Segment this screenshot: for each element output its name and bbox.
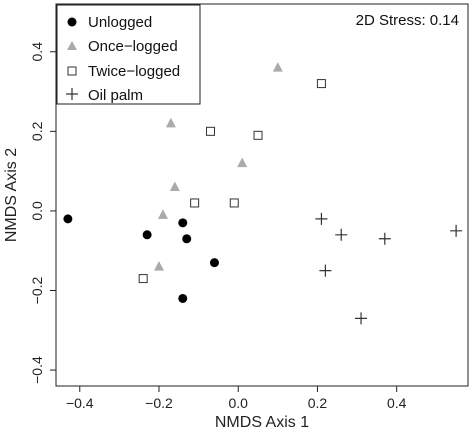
once-logged-point (154, 261, 164, 271)
once-logged-point (272, 62, 283, 72)
oil-palm-point (335, 228, 348, 241)
once-logged-point (157, 209, 168, 219)
legend-label-unlogged: Unlogged (88, 14, 152, 31)
y-axis: −0.4 −0.2 0.0 0.2 0.4 (29, 42, 56, 384)
y-axis-title: NMDS Axis 2 (3, 148, 20, 242)
unlogged-point (142, 230, 152, 240)
legend-label-oil-palm: Oil palm (88, 87, 143, 104)
once-logged-point (237, 157, 248, 168)
twice-logged-point (138, 274, 148, 284)
y-tick-label: 0.4 (29, 42, 45, 62)
legend-marker-unlogged (67, 17, 77, 27)
twice-logged-point (253, 130, 263, 140)
legend-marker-oil-palm (66, 88, 78, 100)
y-tick-label: −0.4 (29, 356, 45, 384)
legend-label-twice-logged: Twice−logged (88, 63, 180, 80)
x-tick-label: 0.4 (387, 395, 407, 411)
unlogged-point (178, 218, 188, 228)
stress-annotation: 2D Stress: 0.14 (356, 12, 459, 29)
y-tick-label: −0.2 (29, 276, 45, 304)
once-logged-point (165, 117, 176, 128)
oil-palm-point (450, 224, 463, 237)
legend-label-once-logged: Once−logged (88, 38, 178, 55)
data-points (63, 62, 463, 325)
plot-frame (55, 3, 469, 387)
x-axis: −0.4 −0.2 0.0 0.2 0.4 (66, 386, 407, 411)
x-tick-label: 0.2 (308, 395, 328, 411)
once-logged-point (169, 181, 180, 192)
y-tick-label: 0.2 (29, 121, 45, 141)
unlogged-point (178, 293, 188, 303)
x-axis-title: NMDS Axis 1 (215, 414, 309, 431)
twice-logged-point (206, 126, 215, 136)
x-tick-label: 0.0 (228, 395, 248, 411)
y-tick-label: 0.0 (29, 201, 45, 221)
unlogged-point (182, 234, 192, 244)
twice-logged-point (316, 79, 326, 89)
twice-logged-point (229, 198, 239, 208)
unlogged-point (209, 258, 219, 268)
legend-box (56, 4, 201, 105)
unlogged-point (63, 214, 73, 224)
oil-palm-point (378, 232, 391, 245)
oil-palm-point (319, 264, 332, 277)
oil-palm-point (355, 312, 368, 325)
legend-marker-once-logged (67, 41, 77, 50)
x-tick-label: −0.2 (145, 395, 173, 411)
twice-logged-point (190, 198, 200, 208)
legend-marker-twice-logged (67, 66, 77, 76)
oil-palm-point (315, 212, 328, 225)
x-tick-label: −0.4 (66, 395, 94, 411)
legend: Unlogged Once−logged Twice−logged Oil pa… (56, 4, 201, 105)
